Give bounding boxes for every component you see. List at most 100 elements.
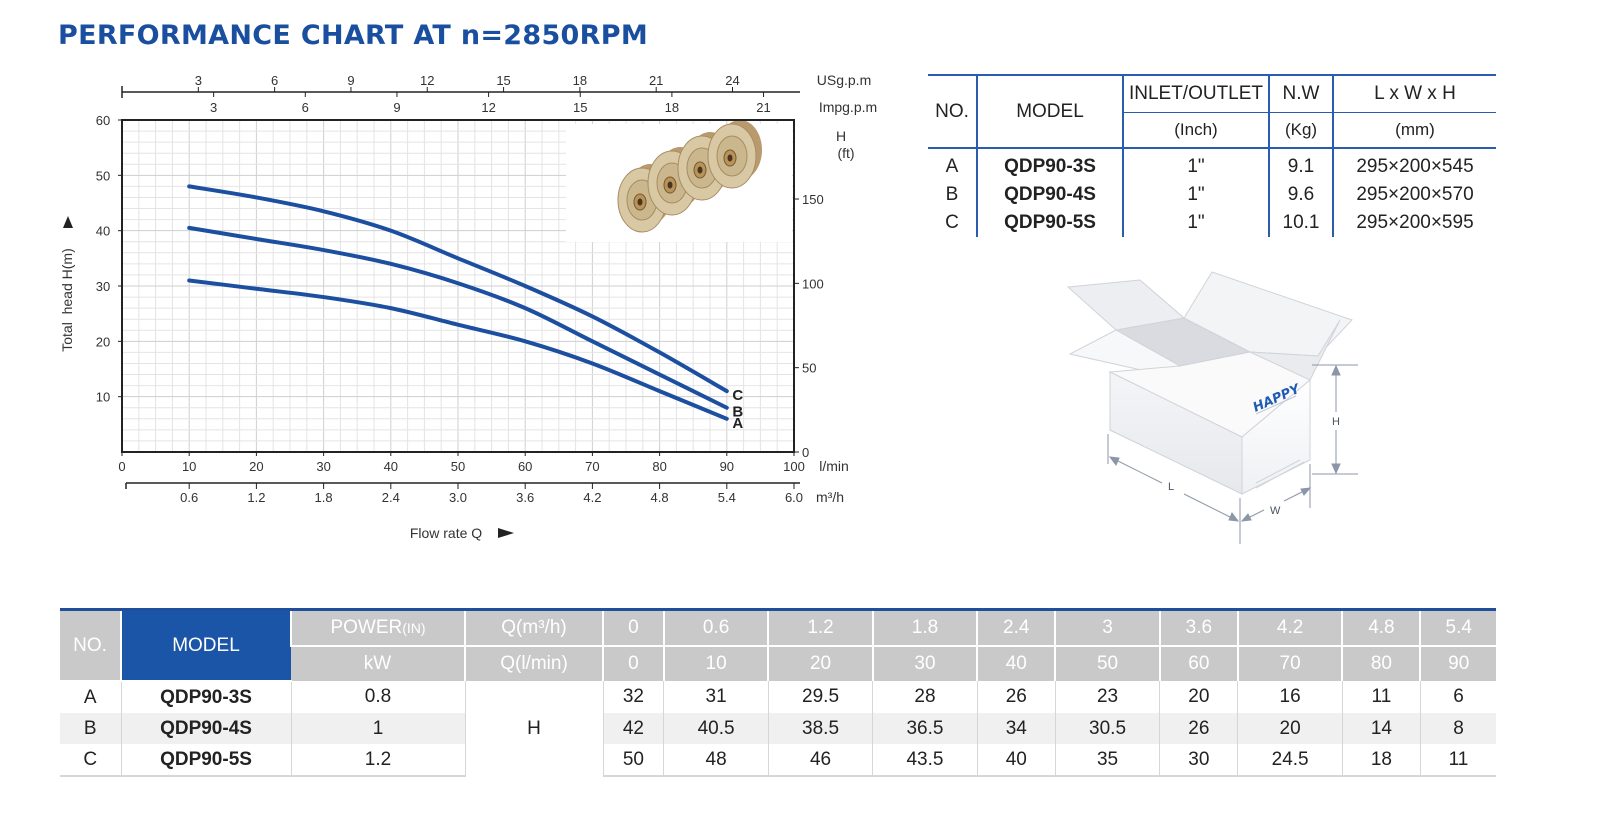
spec-table: NO. MODEL INLET/OUTLET N.W L x W x H (In… <box>928 74 1496 237</box>
perf-head: 40 <box>976 744 1056 777</box>
perf-head: 50 <box>602 744 664 777</box>
perf-header-power: POWER(IN) <box>290 608 465 647</box>
impgpm-tick-label: 18 <box>665 100 679 115</box>
perf-head: 28 <box>872 681 978 713</box>
spec-header-inlet: INLET/OUTLET <box>1122 74 1269 113</box>
series-line-b <box>187 225 729 410</box>
perf-head: 11 <box>1341 681 1421 713</box>
m3h-tick-label: 3.6 <box>516 490 534 505</box>
x-unit-label: l/min <box>819 458 849 474</box>
m3h-tick-label: 1.8 <box>315 490 333 505</box>
series-line-a <box>187 278 729 421</box>
spec-row: B QDP90-4S 1" 9.6 295×200×570 <box>928 181 1496 209</box>
perf-head: 42 <box>602 713 664 744</box>
x-tick-label: 50 <box>451 459 465 474</box>
x-tick-label: 80 <box>652 459 666 474</box>
perf-no: C <box>60 744 121 777</box>
perf-q-m3h-value: 0 <box>602 608 664 647</box>
y-tick-label: 50 <box>96 168 110 183</box>
spec-dims: 295×200×545 <box>1332 148 1496 181</box>
perf-row: B QDP90-4S 1 42 40.5 38.5 36.5 34 30.5 2… <box>60 713 1496 744</box>
spec-header-dims-unit: (mm) <box>1332 112 1496 149</box>
perf-model: QDP90-3S <box>120 681 291 713</box>
spec-dims: 295×200×570 <box>1332 181 1496 209</box>
spec-header-inlet-unit: (Inch) <box>1122 112 1269 149</box>
m3h-tick-label: 2.4 <box>382 490 400 505</box>
perf-head: 32 <box>602 681 664 713</box>
perf-head: 43.5 <box>872 744 978 777</box>
usgpm-tick-label: 15 <box>496 73 510 88</box>
perf-head: 20 <box>1237 713 1343 744</box>
y-tick-label: 30 <box>96 279 110 294</box>
perf-header-power-unit: kW <box>291 646 465 681</box>
spec-model: QDP90-5S <box>976 209 1123 237</box>
spec-inlet: 1" <box>1122 148 1269 181</box>
ft-tick-label: 100 <box>802 276 824 291</box>
chart-series <box>187 184 729 421</box>
series-label-a: A <box>732 415 743 432</box>
impgpm-tick-label: 3 <box>210 100 217 115</box>
perf-header-no: NO. <box>60 608 121 682</box>
perf-model: QDP90-5S <box>120 744 291 777</box>
usgpm-unit-label: USg.p.m <box>817 72 871 88</box>
perf-head: 14 <box>1341 713 1421 744</box>
impgpm-tick-label: 12 <box>481 100 495 115</box>
y-tick-label: 10 <box>96 390 110 405</box>
ft-tick-label: 50 <box>802 361 816 376</box>
perf-q-lmin-value: 30 <box>871 646 978 681</box>
y-tick-label: 40 <box>96 224 110 239</box>
perf-header-power-sub: (IN) <box>402 620 426 636</box>
perf-head: 20 <box>1159 681 1238 713</box>
perf-head: 16 <box>1237 681 1343 713</box>
perf-q-m3h-value: 4.2 <box>1236 608 1343 647</box>
usgpm-tick-label: 24 <box>725 73 739 88</box>
perf-head: 30 <box>1159 744 1238 777</box>
usgpm-tick-label: 12 <box>420 73 434 88</box>
x-tick-label: 60 <box>518 459 532 474</box>
spec-nw: 9.1 <box>1268 148 1333 181</box>
perf-power: 1.2 <box>290 744 465 777</box>
perf-q-m3h-value: 1.2 <box>767 608 873 647</box>
impgpm-tick-label: 9 <box>393 100 400 115</box>
y-axis-title: Total head H(m) <box>59 248 75 351</box>
dimension-w <box>1240 464 1312 522</box>
x-axis-title: Flow rate Q <box>410 525 482 541</box>
x-tick-label: 10 <box>182 459 196 474</box>
perf-head: 6 <box>1419 681 1496 713</box>
perf-q-lmin-value: 80 <box>1341 646 1421 681</box>
dimension-w-label: W <box>1270 505 1281 517</box>
ft-tick-label: 0 <box>802 445 809 460</box>
perf-q-lmin-value: 40 <box>976 646 1056 681</box>
impeller-bore <box>727 154 733 162</box>
dimension-h-label: H <box>1332 416 1340 428</box>
perf-q-m3h-value: 3.6 <box>1158 608 1238 647</box>
perf-head: 8 <box>1419 713 1496 744</box>
spec-inlet: 1" <box>1122 181 1269 209</box>
perf-q-m3h-value: 3 <box>1054 608 1160 647</box>
spec-inlet: 1" <box>1122 209 1269 237</box>
usgpm-tick-label: 3 <box>195 73 202 88</box>
perf-h-label: H <box>464 681 603 776</box>
perf-q-m3h-value: 2.4 <box>976 608 1056 647</box>
usgpm-tick-label: 18 <box>573 73 587 88</box>
perf-head: 34 <box>976 713 1056 744</box>
usgpm-tick-label: 6 <box>271 73 278 88</box>
perf-model: QDP90-4S <box>120 713 291 744</box>
y-tick-label: 60 <box>96 113 110 128</box>
perf-no: B <box>60 713 121 744</box>
spec-header-model: MODEL <box>976 74 1123 149</box>
spec-dims: 295×200×595 <box>1332 209 1496 237</box>
perf-q-lmin-value: 70 <box>1236 646 1343 681</box>
perf-head: 18 <box>1341 744 1421 777</box>
dimension-h <box>1312 364 1358 475</box>
perf-power: 1 <box>290 713 465 744</box>
dimension-l-label: L <box>1168 481 1174 493</box>
spec-header-dims: L x W x H <box>1332 74 1496 113</box>
spec-model: QDP90-4S <box>976 181 1123 209</box>
m3h-tick-label: 4.2 <box>583 490 601 505</box>
m3h-tick-label: 4.8 <box>651 490 669 505</box>
perf-power: 0.8 <box>290 681 465 713</box>
spec-row: A QDP90-3S 1" 9.1 295×200×545 <box>928 148 1496 181</box>
m3h-tick-label: 6.0 <box>785 490 803 505</box>
